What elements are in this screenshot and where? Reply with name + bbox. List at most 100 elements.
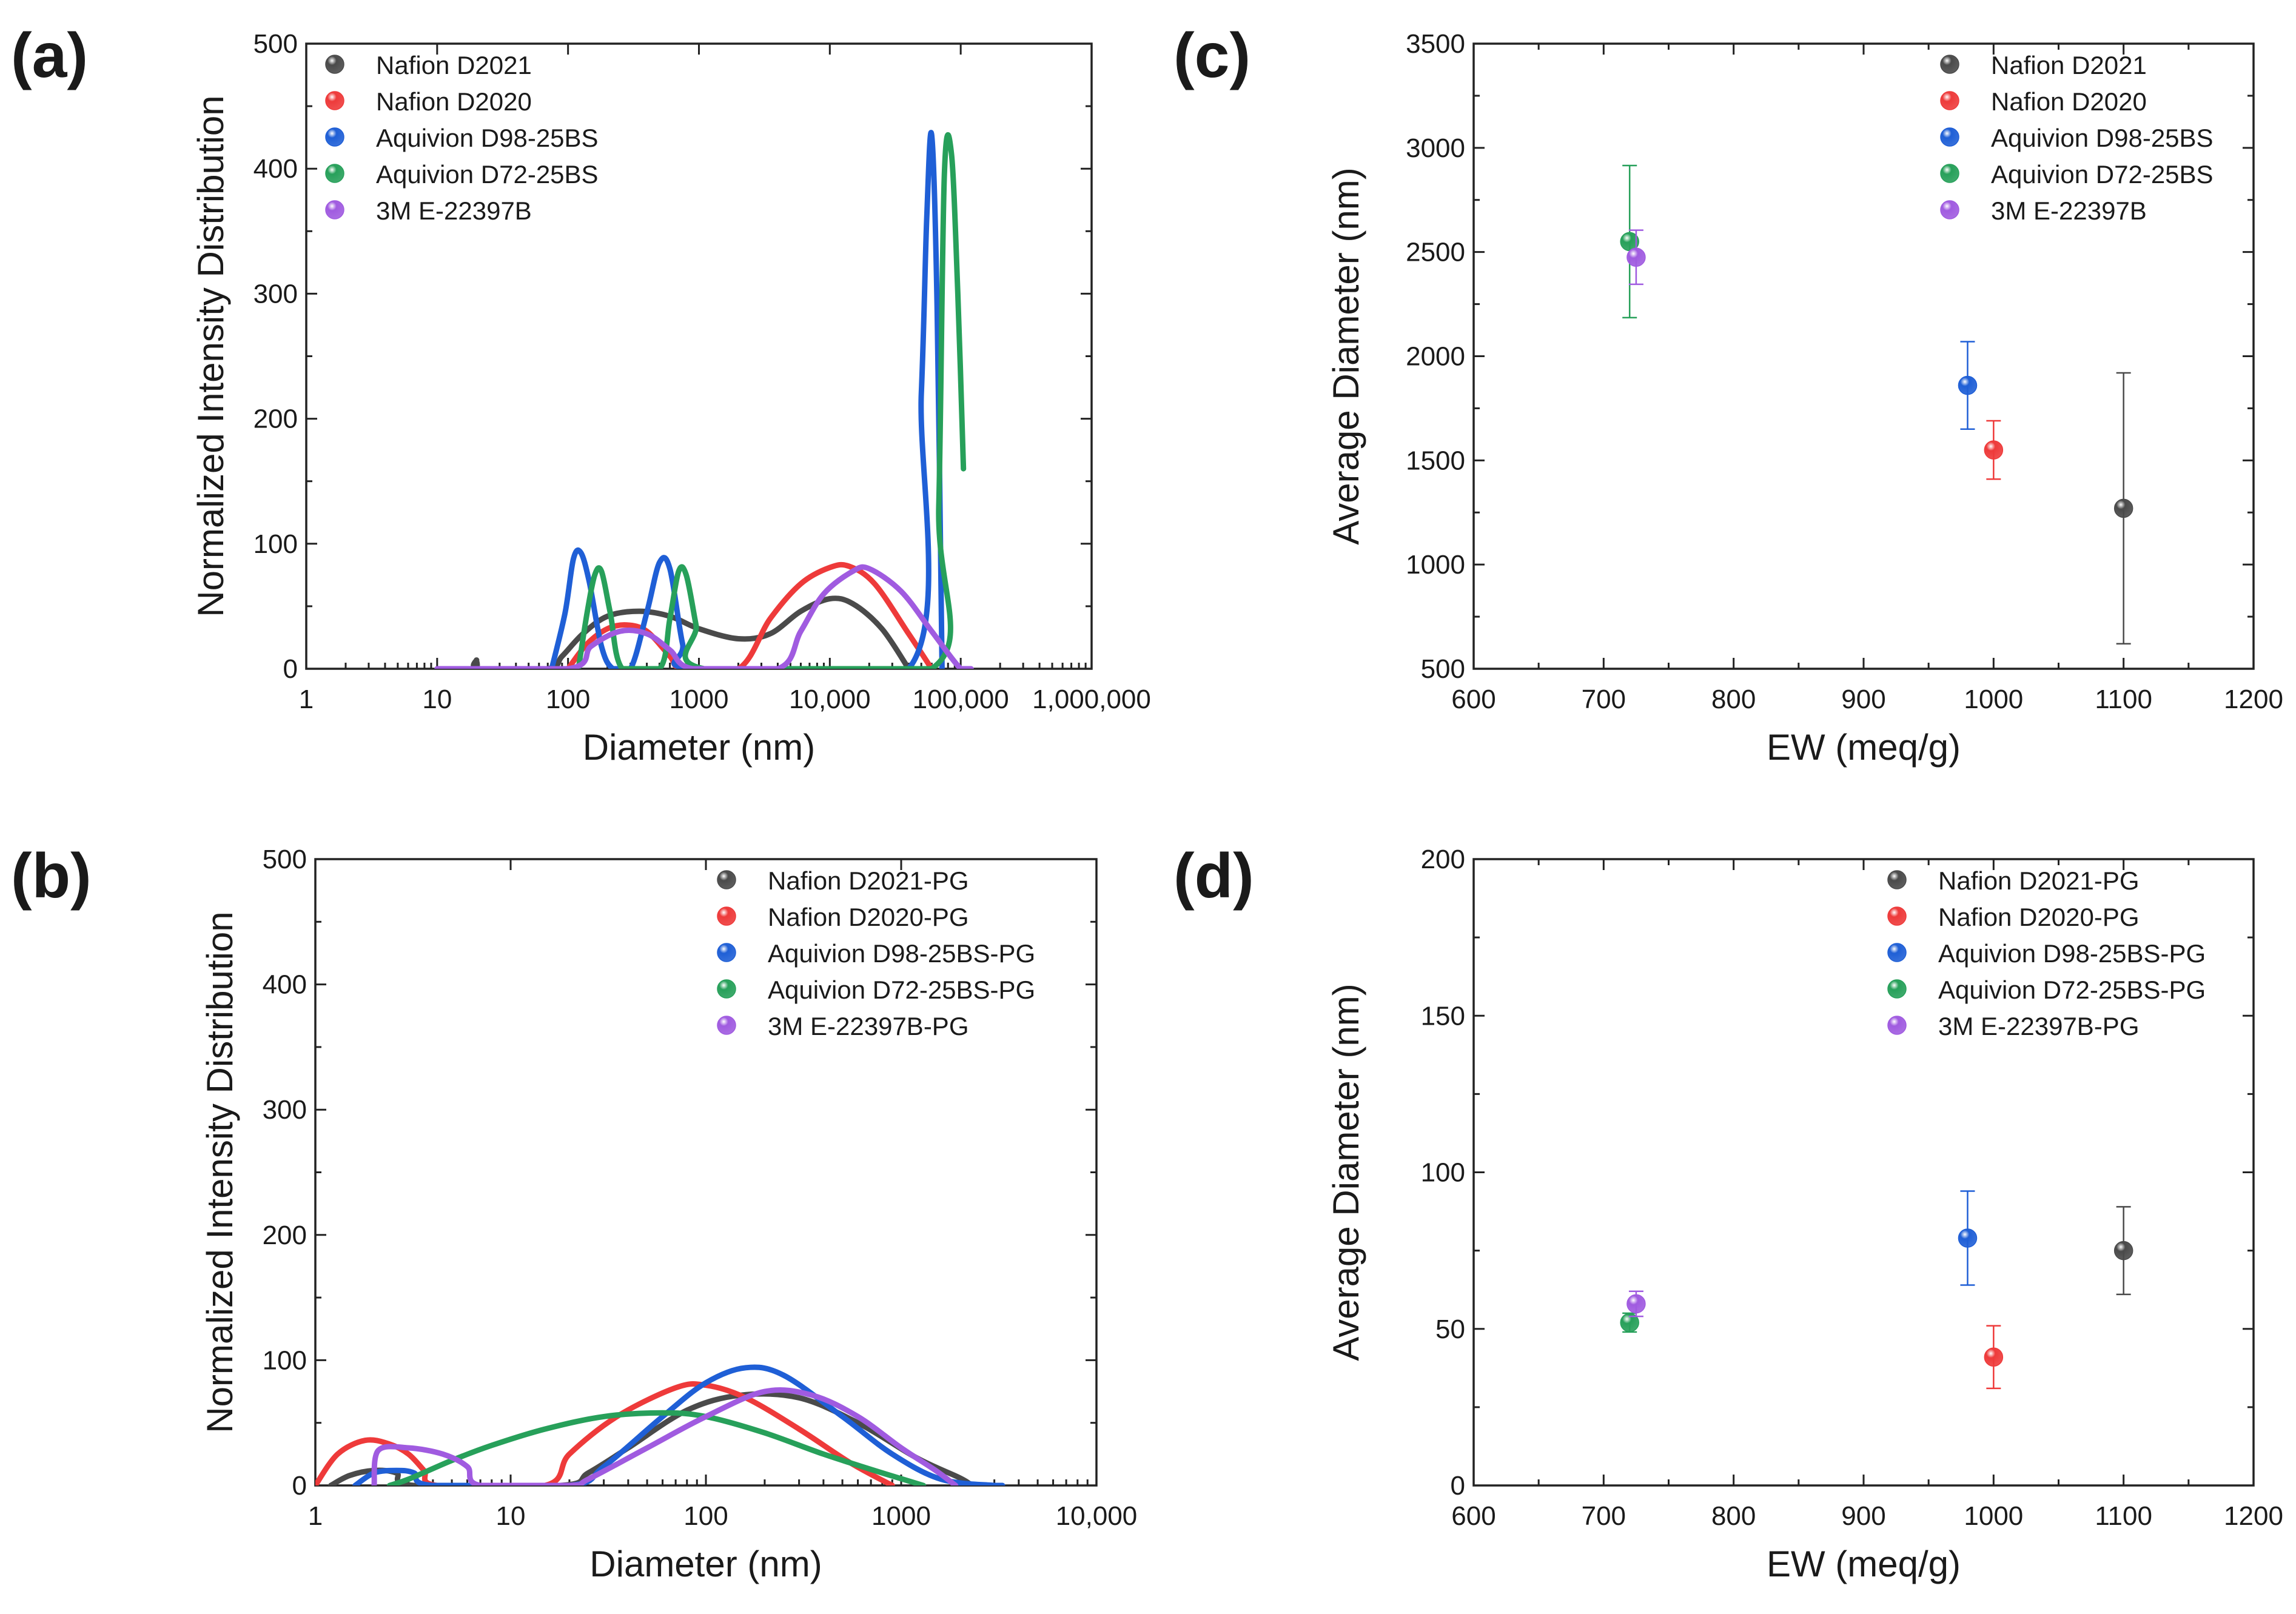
legend-label: Aquivion D98-25BS-PG	[1938, 939, 2206, 968]
legend-label: 3M E-22397B-PG	[1938, 1012, 2140, 1040]
y-axis-title: Normalized Intensity Distribution	[190, 95, 231, 617]
x-tick-label: 600	[1451, 1501, 1495, 1531]
panel-label: (a)	[11, 21, 88, 91]
y-tick-label: 1500	[1406, 446, 1465, 475]
series-line-3	[549, 130, 945, 669]
x-tick-label: 900	[1841, 685, 1885, 714]
y-tick-label: 150	[1421, 1001, 1465, 1031]
y-tick-label: 200	[1421, 845, 1465, 874]
legend: Nafion D2021 Nafion D2020 Aquivion D98-25B…	[325, 51, 599, 225]
legend-marker	[1887, 1016, 1907, 1035]
legend-marker	[1940, 164, 1959, 183]
x-tick-label: 100,000	[913, 685, 1009, 714]
y-axis-title: Average Diameter (nm)	[1326, 983, 1366, 1361]
x-tick-label: 1000	[670, 685, 729, 714]
data-point-1	[2113, 1241, 2133, 1261]
legend-marker	[325, 91, 344, 110]
legend-marker	[325, 200, 344, 219]
legend-label: Aquivion D72-25BS-PG	[1938, 976, 2206, 1004]
legend-marker	[717, 1016, 736, 1035]
x-tick-label: 1000	[1964, 685, 2023, 714]
legend-marker	[717, 870, 736, 889]
x-tick-label: 1100	[2095, 1501, 2152, 1531]
y-axis-title: Normalized Intensity Distribution	[200, 911, 240, 1433]
x-tick-label: 1200	[2224, 1501, 2283, 1531]
y-tick-label: 300	[253, 279, 298, 309]
y-tick-label: 300	[263, 1095, 307, 1125]
legend-label: Nafion D2021-PG	[1938, 866, 2140, 895]
x-tick-label: 1200	[2224, 685, 2283, 714]
data-point-3	[1958, 1228, 1978, 1248]
series-line-2	[565, 561, 935, 669]
legend-marker	[325, 55, 344, 74]
y-tick-label: 100	[1421, 1158, 1465, 1188]
y-tick-label: 0	[283, 654, 298, 684]
x-tick-label: 1000	[1964, 1501, 2023, 1531]
legend-label: Nafion D2020-PG	[1938, 903, 2140, 931]
legend-label: Nafion D2021	[376, 51, 532, 79]
legend-marker	[1887, 870, 1907, 889]
series-line-5	[371, 1387, 959, 1485]
data-point-5	[1626, 247, 1646, 267]
x-tick-label: 900	[1841, 1501, 1885, 1531]
y-tick-label: 500	[253, 29, 298, 59]
legend-marker	[717, 906, 736, 926]
y-tick-label: 3500	[1406, 29, 1465, 59]
legend-marker	[1887, 906, 1907, 926]
x-tick-label: 10,000	[1056, 1501, 1138, 1531]
y-tick-label: 1000	[1406, 550, 1465, 580]
x-tick-label: 600	[1451, 685, 1495, 714]
legend-marker	[325, 164, 344, 183]
x-tick-label: 1	[308, 1501, 323, 1531]
panel-label: (c)	[1173, 21, 1250, 91]
x-tick-label: 100	[546, 685, 590, 714]
legend: Nafion D2021 Nafion D2020 Aquivion D98-25B…	[1940, 51, 2214, 225]
legend-label: Nafion D2021-PG	[768, 866, 969, 895]
panel-d: (d) 0 50 100 150 200 600 700 800 900 1000 1100 1200 E…	[1173, 841, 2283, 1584]
y-tick-label: 400	[253, 154, 298, 184]
y-tick-label: 0	[1451, 1471, 1465, 1501]
x-tick-label: 1000	[871, 1501, 931, 1531]
series-line-3	[352, 1364, 1005, 1485]
y-tick-label: 2500	[1406, 238, 1465, 267]
panel-a: (a) 0 100 200 300 400 500 1 10 100 1000 10,000 100,0…	[11, 21, 1151, 768]
data-point-1	[2113, 498, 2133, 518]
x-axis-title: Diameter (nm)	[589, 1544, 822, 1584]
y-tick-label: 500	[1421, 654, 1465, 684]
y-tick-label: 2000	[1406, 342, 1465, 372]
legend-label: Aquivion D98-25BS	[1991, 124, 2214, 152]
legend-label: Aquivion D98-25BS	[376, 124, 599, 152]
x-tick-label: 10,000	[789, 685, 871, 714]
legend: Nafion D2021-PG Nafion D2020-PG Aquivion D…	[717, 866, 1035, 1040]
x-tick-label: 10	[422, 685, 452, 714]
x-axis-title: EW (meq/g)	[1767, 727, 1961, 768]
legend-marker	[1940, 200, 1959, 219]
x-tick-label: 800	[1711, 1501, 1756, 1531]
legend-label: Nafion D2020	[376, 87, 532, 116]
legend-label: Nafion D2021	[1991, 51, 2147, 79]
y-tick-label: 100	[253, 529, 298, 559]
panel-label: (b)	[11, 841, 92, 911]
data-point-2	[1984, 440, 2004, 460]
panel-c: (c) 500 1000 1500 2000 2500 3000 3500 600 700 800 9…	[1173, 21, 2283, 768]
panel-b: (b) 0 100 200 300 400 500 1 10 100 1000 10,000 Diame…	[11, 841, 1137, 1584]
y-tick-label: 400	[263, 970, 307, 1000]
legend-marker	[1940, 127, 1959, 147]
y-tick-label: 200	[263, 1221, 307, 1250]
legend-label: Aquivion D72-25BS	[376, 160, 599, 189]
y-axis-title: Average Diameter (nm)	[1326, 167, 1366, 544]
legend-marker	[1887, 943, 1907, 962]
y-tick-label: 100	[263, 1345, 307, 1375]
x-tick-label: 10	[496, 1501, 526, 1531]
legend-marker	[717, 943, 736, 962]
data-point-4	[1620, 1313, 1639, 1333]
legend: Nafion D2021-PG Nafion D2020-PG Aquivion D…	[1887, 866, 2206, 1040]
legend-label: Nafion D2020-PG	[768, 903, 969, 931]
data-point-5	[1626, 1294, 1646, 1314]
legend-marker	[1940, 55, 1959, 74]
y-tick-label: 50	[1435, 1314, 1465, 1344]
legend-label: 3M E-22397B	[1991, 196, 2147, 225]
legend-label: Aquivion D72-25BS	[1991, 160, 2214, 189]
y-tick-label: 200	[253, 404, 298, 434]
